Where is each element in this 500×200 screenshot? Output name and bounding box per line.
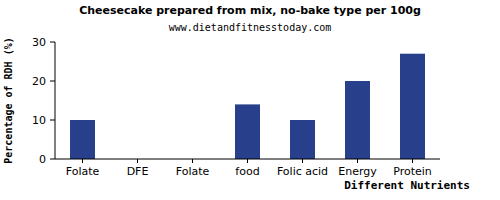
y-tick-label: 0 xyxy=(39,153,46,166)
y-tick xyxy=(50,159,55,160)
y-tick-label: 10 xyxy=(32,114,46,127)
x-tick xyxy=(82,159,83,163)
y-tick-label: 30 xyxy=(32,36,46,49)
x-tick xyxy=(412,159,413,163)
x-tick xyxy=(137,159,138,163)
x-tick-label: DFE xyxy=(127,165,149,178)
y-tick-label: 20 xyxy=(32,75,46,88)
title: Cheesecake prepared from mix, no-bake ty… xyxy=(79,4,421,17)
y-axis-label: Percentage of RDH (%) xyxy=(3,37,14,163)
x-tick-label: Protein xyxy=(393,165,432,178)
chart: Cheesecake prepared from mix, no-bake ty… xyxy=(0,0,500,200)
y-tick xyxy=(50,42,55,43)
bar xyxy=(400,54,425,159)
y-tick xyxy=(50,120,55,121)
y-axis xyxy=(55,42,56,159)
x-tick xyxy=(247,159,248,163)
x-tick-label: food xyxy=(235,165,259,178)
bars xyxy=(70,54,425,159)
x-axis-label: Different Nutrients xyxy=(344,179,470,192)
x-tick-label: Folate xyxy=(176,165,210,178)
bar xyxy=(290,120,315,159)
subtitle: www.dietandfitnesstoday.com xyxy=(169,22,332,33)
bar xyxy=(70,120,95,159)
x-tick xyxy=(302,159,303,163)
x-tick-label: Folate xyxy=(66,165,100,178)
x-tick xyxy=(192,159,193,163)
x-tick-label: Folic acid xyxy=(277,165,328,178)
bar xyxy=(345,81,370,159)
x-tick-label: Energy xyxy=(338,165,377,178)
x-tick xyxy=(357,159,358,163)
y-tick xyxy=(50,81,55,82)
bar xyxy=(235,104,260,159)
